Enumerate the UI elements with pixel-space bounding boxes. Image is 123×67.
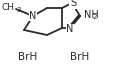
Text: 2: 2 (93, 14, 97, 20)
Text: N: N (66, 24, 74, 34)
Text: NH: NH (84, 10, 99, 20)
Text: CH: CH (2, 3, 15, 13)
Text: S: S (70, 0, 76, 9)
Text: 3: 3 (16, 7, 21, 13)
Text: N: N (29, 11, 37, 21)
Text: BrH: BrH (70, 52, 90, 62)
Text: BrH: BrH (18, 52, 38, 62)
